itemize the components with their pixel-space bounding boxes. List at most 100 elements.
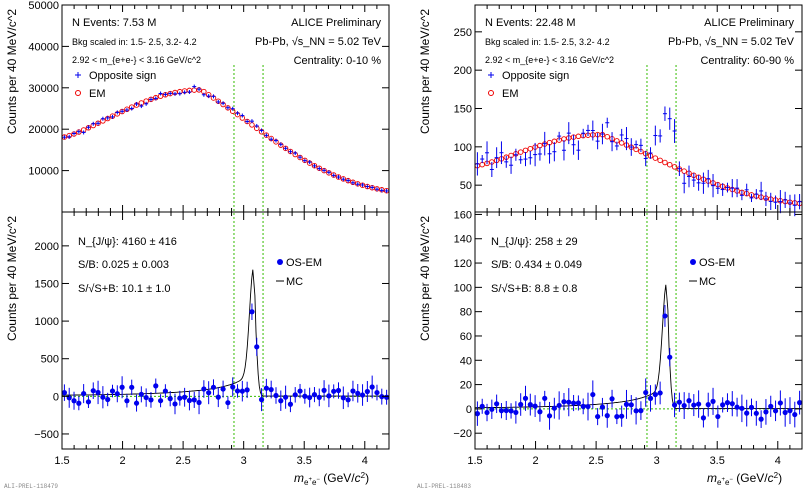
osem-point <box>734 404 740 410</box>
osem-point <box>177 395 183 401</box>
osem-point <box>191 397 197 403</box>
osem-point <box>633 408 639 414</box>
y-tick-label: −500 <box>34 429 59 441</box>
osem-point <box>201 386 207 392</box>
osem-point <box>566 399 572 405</box>
osem-point <box>182 394 188 400</box>
x-tick-label: 4 <box>362 455 368 467</box>
y-tick-label: 20 <box>460 380 472 392</box>
y-tick-label: 140 <box>454 234 472 246</box>
osem-point <box>124 398 130 404</box>
osem-point <box>105 396 111 403</box>
bottom-panel: −20 0 20 40 60 80 100 120 140 160 1.5 2 2.5 3 3.5 4 me+e… <box>418 209 803 487</box>
bottom-frame <box>474 211 803 450</box>
osem-point <box>518 401 524 408</box>
x-tick-label: 2 <box>532 455 538 467</box>
y-tick-label: 20000 <box>28 124 59 136</box>
y-tick-label: 1500 <box>35 278 59 290</box>
osem-point <box>345 397 351 403</box>
osem-point <box>364 388 370 395</box>
osem-point <box>225 400 231 406</box>
osem-point <box>258 397 265 403</box>
osem-point <box>162 388 168 394</box>
osem-point <box>239 388 245 394</box>
legend-osem: OS-EM <box>699 257 735 269</box>
em-point <box>345 177 351 184</box>
em-point <box>522 147 529 154</box>
osem-point <box>503 407 509 414</box>
osem-point <box>763 409 769 415</box>
osem-point <box>374 389 380 396</box>
em-point <box>517 149 524 155</box>
osem-point <box>710 398 716 404</box>
em-point <box>95 120 101 126</box>
osem-point <box>254 344 260 350</box>
events-text: N Events: 7.53 M <box>72 17 156 29</box>
osem-point <box>474 411 481 417</box>
y-axis-label: Counts per 40 MeV/c^2 <box>418 216 432 341</box>
x-tick-label: 1.5 <box>467 455 482 467</box>
prelim-stamp: ALI-PREL-118479 <box>4 483 58 490</box>
em-point <box>364 183 371 190</box>
em-point <box>335 174 342 180</box>
x-tick-label: 2.5 <box>175 455 190 467</box>
osem-point <box>758 416 764 422</box>
osem-point <box>739 405 745 411</box>
osem-point <box>95 389 101 396</box>
osem-point <box>297 388 303 394</box>
em-point <box>657 157 663 164</box>
osem-point <box>263 385 269 391</box>
y-tick-label: 40 <box>460 355 472 367</box>
y-axis-label: Counts per 40 MeV/c^2 <box>5 216 19 341</box>
osem-point <box>604 413 610 419</box>
em-point <box>244 118 250 125</box>
osem-point <box>542 395 548 401</box>
em-point <box>618 140 625 146</box>
x-tick-label: 3 <box>241 455 247 467</box>
x-axis-label: me+e− (GeV/c2) <box>707 471 782 487</box>
stat-significance: S/√S+B: 10.1 ± 1.0 <box>78 283 171 295</box>
osem-point <box>479 403 485 409</box>
y-tick-label: 160 <box>454 209 472 221</box>
osem-point <box>283 394 289 400</box>
osem-point <box>109 388 116 394</box>
osem-point <box>157 398 164 404</box>
osem-point <box>724 400 731 406</box>
legend-mc: MC <box>286 276 303 288</box>
osem-point <box>667 354 673 360</box>
osem-point <box>249 309 255 315</box>
osem-point <box>230 384 236 390</box>
y-tick-label: 250 <box>454 27 472 39</box>
osem-point <box>326 393 332 399</box>
osem-point <box>307 394 313 401</box>
x-tick-label: 2 <box>119 455 125 467</box>
osem-point <box>522 395 529 401</box>
alice-label: ALICE Preliminary <box>291 17 381 29</box>
y-tick-label: 50000 <box>28 0 59 12</box>
y-tick-label: 2000 <box>35 241 59 253</box>
osem-point <box>792 411 798 418</box>
em-point <box>119 108 125 115</box>
em-point <box>527 145 534 152</box>
em-point <box>537 142 543 149</box>
y-tick-label: 100 <box>454 142 472 154</box>
em-point <box>681 168 687 174</box>
legend-os: Opposite sign <box>89 70 156 82</box>
y-tick-label: 1000 <box>35 316 59 328</box>
osem-point <box>273 392 279 399</box>
osem-point <box>119 384 125 390</box>
osem-point <box>662 313 668 319</box>
y-tick-label: 50 <box>460 180 472 192</box>
em-point <box>321 167 327 174</box>
osem-point <box>546 413 553 419</box>
osem-point <box>167 396 173 402</box>
osem-point <box>311 391 318 398</box>
y-tick-label: 60 <box>460 331 472 343</box>
osem-point <box>768 403 774 409</box>
stat-significance: S/√S+B: 8.8 ± 0.8 <box>491 283 577 295</box>
osem-point <box>196 399 202 406</box>
osem-point <box>647 395 654 401</box>
osem-point <box>595 413 601 420</box>
